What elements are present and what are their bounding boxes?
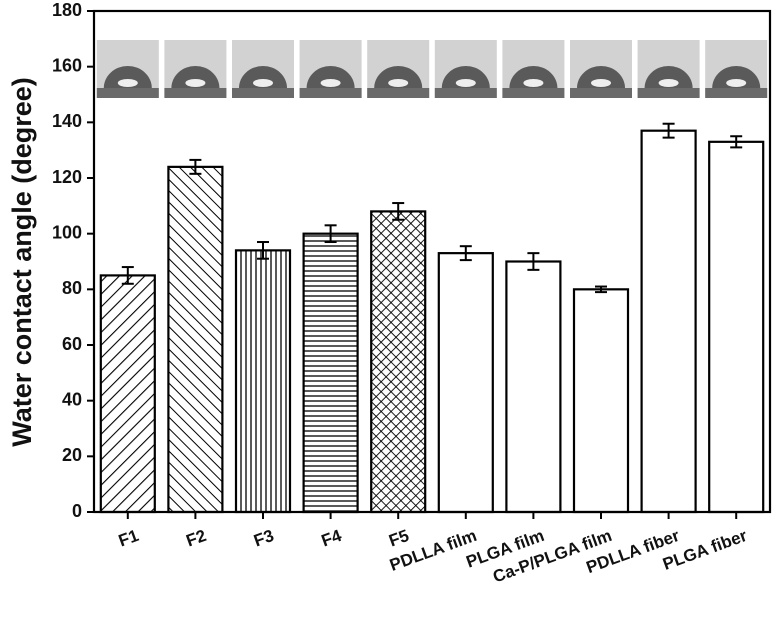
droplet-highlight (253, 79, 273, 87)
droplet-highlight (726, 79, 747, 87)
y-tick-label: 20 (62, 445, 82, 465)
y-tick-label: 80 (62, 278, 82, 298)
droplet-substrate (367, 88, 430, 98)
bar (302, 232, 359, 514)
bar (370, 210, 427, 514)
droplet (103, 66, 152, 88)
droplet (441, 66, 490, 88)
droplet-substrate (570, 88, 632, 98)
droplet-highlight (320, 79, 341, 87)
error-bar (459, 245, 472, 262)
droplet (712, 66, 761, 88)
error-bar (121, 266, 134, 285)
x-tick-label: F4 (319, 526, 345, 551)
y-tick-label: 140 (52, 111, 82, 131)
droplet-substrate (502, 88, 565, 98)
error-bar (392, 202, 405, 221)
droplet-substrate (434, 88, 497, 98)
droplet-highlight (388, 79, 409, 87)
droplet (239, 66, 287, 88)
droplet (509, 65, 558, 88)
droplet-substrate (96, 88, 159, 98)
droplet-substrate (637, 88, 700, 98)
plot-frame (92, 9, 772, 514)
error-bar (662, 122, 675, 139)
droplet-substrate (164, 88, 227, 98)
droplet-substrate (299, 88, 362, 98)
x-tick-label: F1 (116, 526, 141, 551)
droplet-highlight (523, 79, 544, 87)
bar (640, 129, 697, 514)
error-bar (257, 241, 269, 260)
y-tick-label: 160 (52, 55, 82, 75)
x-tick-label: F2 (184, 526, 209, 551)
x-tick-label: F3 (251, 526, 276, 551)
droplet-highlight (117, 79, 138, 87)
bar (167, 165, 224, 514)
bar (437, 252, 494, 514)
droplet (171, 66, 220, 88)
y-tick-label: 60 (62, 334, 82, 354)
y-tick-label: 0 (72, 501, 82, 521)
bar (99, 274, 156, 514)
y-tick-label: 100 (52, 222, 82, 242)
bar (708, 140, 765, 514)
droplet (374, 66, 423, 88)
error-bar (324, 224, 337, 244)
x-tick-label: F5 (386, 526, 411, 551)
y-axis-title: Water contact angle (degree) (7, 77, 37, 447)
bar (572, 288, 630, 514)
y-tick-label: 40 (62, 389, 82, 409)
droplet-highlight (185, 79, 206, 87)
error-bar (595, 285, 607, 294)
droplet (577, 66, 625, 88)
droplet (644, 66, 693, 88)
droplet-substrate (705, 88, 768, 98)
bar (505, 260, 562, 514)
droplet-highlight (591, 79, 611, 87)
bar (234, 249, 292, 514)
y-tick-label: 180 (52, 0, 82, 20)
y-tick-label: 120 (52, 167, 82, 187)
error-bar (527, 252, 540, 271)
droplet-substrate (232, 88, 294, 98)
error-bar (189, 158, 202, 175)
droplet (306, 66, 355, 88)
droplet-highlight (658, 79, 679, 87)
error-bar (730, 135, 743, 149)
droplet-highlight (455, 79, 476, 87)
